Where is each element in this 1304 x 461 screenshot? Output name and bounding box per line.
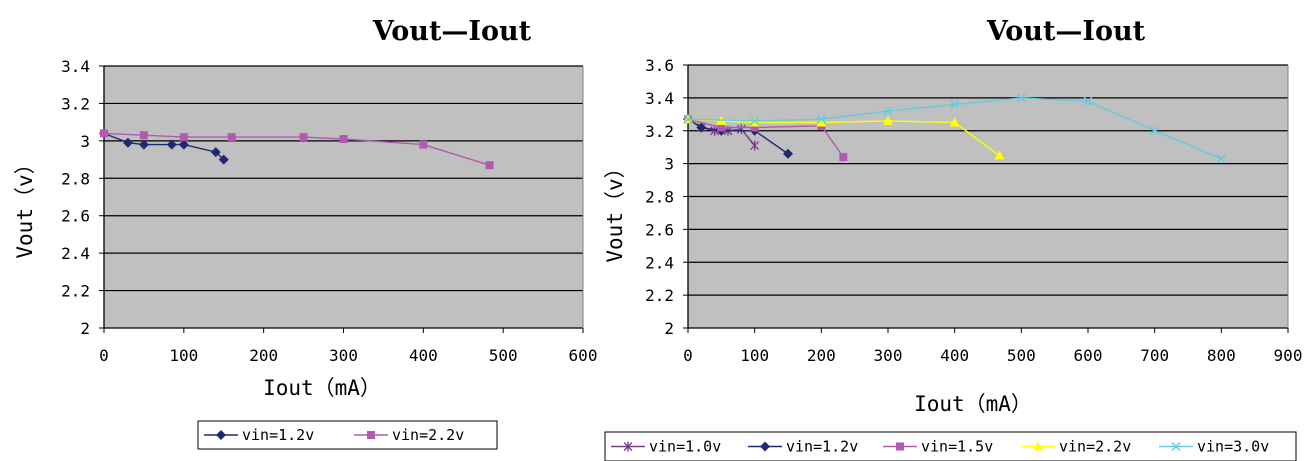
chart-2-x-tick-label: 100 bbox=[740, 346, 769, 365]
chart-1-series-2-point bbox=[227, 133, 236, 142]
chart-2-x-axis-label: Iout（mA） bbox=[914, 392, 1032, 416]
chart-1-series-2-point bbox=[299, 133, 308, 142]
chart-1-plot-area bbox=[104, 66, 583, 328]
chart-2-series-3-point bbox=[839, 153, 848, 162]
chart-2-legend-label: vin=1.5v bbox=[921, 438, 993, 456]
chart-1-x-tick-label: 500 bbox=[489, 346, 518, 365]
chart-2-legend-box bbox=[604, 431, 1297, 461]
chart-1-x-tick-label: 400 bbox=[409, 346, 438, 365]
chart-2-x-tick-label: 600 bbox=[1074, 346, 1103, 365]
chart-2-y-axis-label: Vout（v） bbox=[603, 157, 627, 262]
chart-2-series-5-point bbox=[1083, 96, 1093, 106]
chart-1-x-tick-label: 100 bbox=[169, 346, 198, 365]
chart-2-legend: vin=1.0v vin=1.2v vin=1.5v vin=2.2v vin=3.0v bbox=[604, 431, 1297, 461]
chart-2-legend-marker bbox=[1171, 441, 1181, 452]
chart-2-series-5-point bbox=[1150, 126, 1160, 136]
chart-1-y-tick-label: 3.4 bbox=[61, 57, 90, 76]
chart-1-legend-label: vin=2.2v bbox=[392, 426, 464, 444]
chart-2-series-1-point bbox=[736, 124, 746, 135]
chart-2-series-4-point bbox=[883, 115, 893, 125]
chart-1-series-1-point bbox=[218, 154, 229, 165]
chart-1-y-tick-label: 2.4 bbox=[61, 244, 90, 263]
chart-1: Vout—Iout 2 2.2 2.4 2.6 2.8 3 3.2 3.4 0 100 200 300 4… bbox=[13, 16, 598, 450]
chart-2-series-1-point bbox=[750, 140, 760, 151]
chart-1-x-tick-label: 200 bbox=[249, 346, 278, 365]
chart-2-series-2-point bbox=[696, 122, 707, 133]
chart-1-series-2-point bbox=[339, 134, 348, 143]
chart-1-x-tick-label: 600 bbox=[569, 346, 598, 365]
chart-1-series-2-point bbox=[179, 133, 188, 142]
chart-1-x-axis-label: Iout（mA） bbox=[263, 376, 381, 400]
chart-1-y-tick-label: 3 bbox=[80, 132, 90, 151]
chart-2-series-5 bbox=[683, 93, 1226, 164]
chart-2-y-tick-label: 3.6 bbox=[645, 56, 674, 75]
chart-1-series-2 bbox=[100, 129, 494, 170]
chart-2-series-5-point bbox=[1216, 154, 1226, 164]
chart-1-series-2-line bbox=[103, 132, 490, 166]
chart-1-series-1-point bbox=[122, 137, 133, 148]
chart-2-y-tick-label: 2.4 bbox=[645, 253, 674, 272]
chart-1-y-axis-label: Vout（v） bbox=[13, 153, 37, 258]
chart-2-y-tick-label: 3.2 bbox=[645, 122, 674, 141]
chart-1-y-tick-label: 3.2 bbox=[61, 94, 90, 113]
chart-2-legend-marker bbox=[1033, 441, 1043, 451]
chart-2-legend-marker bbox=[896, 442, 904, 451]
chart-1-x-tick-label: 300 bbox=[329, 346, 358, 365]
chart-2-title: Vout—Iout bbox=[986, 16, 1146, 47]
chart-1-legend-label: vin=1.2v bbox=[242, 426, 314, 444]
chart-2-legend-marker bbox=[623, 441, 633, 452]
chart-2-series-5-point bbox=[683, 114, 693, 124]
chart-2-legend-label: vin=1.2v bbox=[786, 438, 858, 456]
chart-2-legend-marker bbox=[760, 441, 770, 452]
chart-1-title: Vout—Iout bbox=[372, 16, 532, 47]
chart-1-legend: vin=1.2v vin=2.2v bbox=[197, 420, 498, 450]
chart-2-series-5-point bbox=[816, 114, 826, 124]
chart-2-y-tick-label: 2.2 bbox=[645, 286, 674, 305]
chart-1-series-2-point bbox=[139, 131, 148, 140]
chart-2-series-5-point bbox=[1016, 93, 1026, 103]
chart-2-legend-label: vin=2.2v bbox=[1059, 438, 1131, 456]
chart-1-y-tick-label: 2.2 bbox=[61, 282, 90, 301]
chart-2-y-tick-label: 3.4 bbox=[645, 89, 674, 108]
chart-2-x-tick-label: 0 bbox=[683, 346, 693, 365]
chart-1-y-tick-label: 2.6 bbox=[61, 207, 90, 226]
chart-1-legend-box bbox=[197, 420, 498, 450]
chart-2-x-tick-label: 300 bbox=[874, 346, 903, 365]
chart-2-x-tick-label: 900 bbox=[1274, 346, 1303, 365]
chart-1-series-1-point bbox=[138, 139, 149, 150]
chart-2-y-tick-label: 3 bbox=[664, 155, 674, 174]
chart-2-x-tick-label: 700 bbox=[1140, 346, 1169, 365]
chart-2-y-tick-label: 2 bbox=[664, 319, 674, 338]
chart-1-series-1-point bbox=[210, 147, 221, 158]
chart-2: Vout—Iout 2 2.2 2.4 2.6 2.8 3 3.2 3.4 3.6 0 100 200 3… bbox=[603, 16, 1302, 461]
chart-2-legend-label: vin=1.0v bbox=[649, 438, 721, 456]
chart-2-legend-label: vin=3.0v bbox=[1197, 438, 1269, 456]
chart-1-y-tick-label: 2 bbox=[80, 319, 90, 338]
chart-1-legend-marker bbox=[367, 431, 375, 439]
chart-2-x-tick-label: 400 bbox=[940, 346, 969, 365]
chart-2-y-tick-label: 2.6 bbox=[645, 220, 674, 239]
chart-1-y-tick-label: 2.8 bbox=[61, 169, 90, 188]
chart-2-series-3-point bbox=[750, 123, 759, 132]
chart-2-series-4-point bbox=[994, 150, 1005, 160]
chart-2-series-5-point bbox=[750, 116, 760, 126]
chart-2-y-tick-label: 2.8 bbox=[645, 188, 674, 207]
chart-1-series-1-point bbox=[166, 139, 177, 150]
chart-2-x-tick-label: 800 bbox=[1207, 346, 1236, 365]
chart-1-series-2-point bbox=[100, 129, 108, 138]
chart-2-series-4-point bbox=[949, 117, 960, 127]
chart-1-series-2-point bbox=[485, 161, 494, 170]
chart-2-series-2-point bbox=[783, 148, 793, 159]
chart-2-series-5-point bbox=[883, 106, 893, 116]
chart-2-x-tick-label: 200 bbox=[807, 346, 836, 365]
chart-1-series-1-point bbox=[178, 139, 189, 150]
chart-1-x-tick-label: 0 bbox=[99, 346, 109, 365]
chart-2-series-3-point bbox=[717, 123, 726, 132]
chart-2-series-5-point bbox=[950, 99, 960, 109]
chart-2-series-4-point bbox=[816, 117, 827, 127]
chart-2-x-tick-label: 500 bbox=[1007, 346, 1036, 365]
chart-1-legend-marker bbox=[216, 430, 226, 440]
chart-1-series-2-point bbox=[419, 140, 428, 149]
